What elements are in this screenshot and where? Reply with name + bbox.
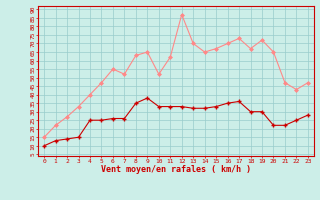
X-axis label: Vent moyen/en rafales ( km/h ): Vent moyen/en rafales ( km/h ) <box>101 165 251 174</box>
